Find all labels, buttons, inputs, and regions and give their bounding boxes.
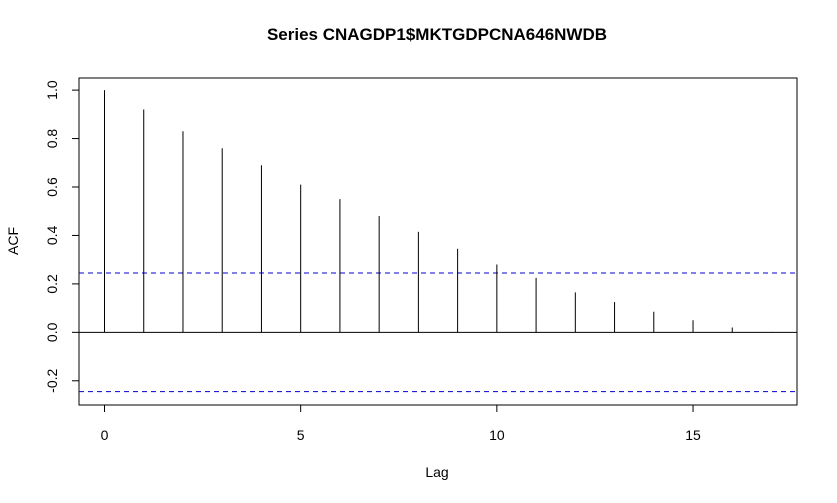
x-tick-label: 15: [685, 427, 701, 443]
x-tick-label: 0: [101, 427, 109, 443]
y-tick-label: 0.0: [44, 322, 60, 342]
y-tick-label: -0.2: [44, 369, 60, 393]
x-tick-label: 5: [297, 427, 305, 443]
chart-title: Series CNAGDP1$MKTGDPCNA646NWDB: [267, 25, 607, 44]
plot-frame: [78, 77, 798, 406]
y-tick-label: 1.0: [44, 80, 60, 100]
x-axis-label: Lag: [425, 464, 448, 480]
y-axis-label: ACF: [5, 227, 21, 255]
y-tick-label: 0.6: [44, 177, 60, 197]
x-tick-label: 10: [489, 427, 505, 443]
y-tick-label: 0.8: [44, 129, 60, 149]
y-tick-label: 0.2: [44, 274, 60, 294]
y-tick-label: 0.4: [44, 226, 60, 246]
